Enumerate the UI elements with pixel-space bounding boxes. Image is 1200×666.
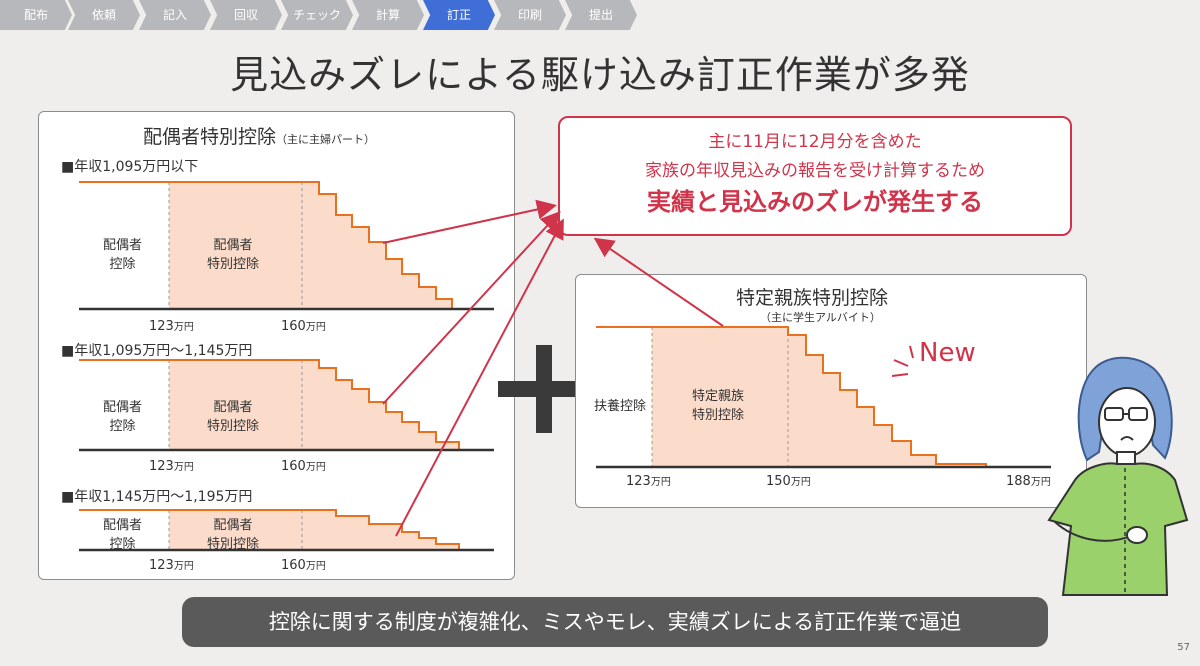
relative-label-b: 特定親族 特別控除 [692,385,744,423]
section1-tick2-unit: 万円 [305,322,326,333]
relative-stair-line [596,326,1034,468]
section2-label-a: 配偶者 控除 [103,396,142,434]
section2-tick2-unit: 万円 [305,462,326,473]
section3-tick-160: 160万円 [281,557,326,573]
section3-tick2-unit: 万円 [305,561,326,572]
section3-heading: ■年収1,145万円～1,195万円 [61,489,253,505]
section1-label-b-line2: 特別控除 [207,257,260,272]
step-insatsu[interactable]: 印刷 [494,0,566,30]
section3-label-a: 配偶者 控除 [103,514,142,552]
section2-heading: ■年収1,095万円～1,145万円 [61,343,253,359]
spouse-stair-charts [79,181,494,552]
section1-tick1-value: 123 [149,319,174,334]
section2-tick2-value: 160 [281,459,306,474]
relative-panel-title: 特定親族特別控除 [736,287,889,309]
spouse-panel-title: 配偶者特別控除（主に主婦パート） [143,122,375,149]
relative-tick2-value: 150 [766,474,791,489]
page-number: 57 [1177,642,1190,653]
relative-stair-chart [596,326,1051,469]
section3-label-b-line2: 特別控除 [207,537,260,552]
section1-stair-fill [302,182,452,309]
section1-tick1-unit: 万円 [173,322,194,333]
section2-label-b-line1: 配偶者 [213,400,253,415]
section3-tick1-value: 123 [149,558,174,573]
relative-tick1-value: 123 [626,474,651,489]
relative-tick1-unit: 万円 [650,477,671,488]
section2-tick1-value: 123 [149,459,174,474]
step-kaishu[interactable]: 回収 [210,0,282,30]
section2-tick-123: 123万円 [149,458,194,474]
section1-label-b-line1: 配偶者 [213,238,253,253]
process-steps: 配布 依頼 記入 回収 チェック 計算 訂正 印刷 提出 [0,0,640,30]
section3-tick1-unit: 万円 [173,561,194,572]
section3-chart [79,509,494,552]
relative-tick2-unit: 万円 [790,477,811,488]
section1-label-a: 配偶者 控除 [103,234,142,272]
section3-tick-123: 123万円 [149,557,194,573]
section1-tick2-value: 160 [281,319,306,334]
specific-relative-deduction-panel: 特定親族特別控除 （主に学生アルバイト） 扶養控除 特定親族 特別控除 123万… [575,274,1087,508]
emphasis-lines-icon [891,345,914,377]
relative-tick-188: 188万円 [1006,473,1051,489]
section2-label-a-line2: 控除 [109,419,136,434]
relative-panel-subtitle: （主に学生アルバイト） [760,311,881,324]
section2-label-b-line2: 特別控除 [207,419,260,434]
page-title: 見込みズレによる駆け込み訂正作業が多発 [230,53,970,97]
relative-tick3-unit: 万円 [1030,477,1051,488]
spouse-deduction-panel: 配偶者特別控除（主に主婦パート） [38,111,515,580]
step-haifu[interactable]: 配布 [0,0,72,30]
step-kinyu[interactable]: 記入 [139,0,211,30]
section2-chart [79,359,494,452]
step-keisan[interactable]: 計算 [352,0,424,30]
section2-label-b: 配偶者 特別控除 [207,396,259,434]
spouse-panel-title-note: （主に主婦パート） [276,133,376,146]
callout-line3: 実績と見込みのズレが発生する [647,188,983,216]
section2-tick1-unit: 万円 [173,462,194,473]
section1-label-a-line2: 控除 [109,257,136,272]
section1-special-fill [169,182,302,309]
relative-tick-123: 123万円 [626,473,671,489]
new-label: New [919,338,976,368]
section1-heading: ■年収1,095万円以下 [61,159,199,175]
confused-person-illustration [1047,356,1189,596]
relative-label-a: 扶養控除 [594,399,647,414]
callout-line1: 主に11月に12月分を含めた [708,132,922,152]
relative-tick3-value: 188 [1006,474,1031,489]
section3-label-a-line1: 配偶者 [103,518,143,533]
section3-label-a-line2: 控除 [109,537,136,552]
section3-label-b-line1: 配偶者 [213,518,253,533]
relative-label-b-line1: 特定親族 [692,389,745,404]
section2-label-a-line1: 配偶者 [103,400,143,415]
step-irai[interactable]: 依頼 [68,0,140,30]
callout-box: 主に11月に12月分を含めた 家族の年収見込みの報告を受け計算するため 実績と見… [558,116,1072,236]
section1-label-a-line1: 配偶者 [103,238,143,253]
section1-label-b: 配偶者 特別控除 [207,234,259,272]
section3-label-b: 配偶者 特別控除 [207,514,259,552]
section2-tick-160: 160万円 [281,458,326,474]
bottom-message-bar: 控除に関する制度が複雑化、ミスやモレ、実績ズレによる訂正作業で逼迫 [182,597,1048,647]
step-teishutsu[interactable]: 提出 [565,0,637,30]
callout-line2: 家族の年収見込みの報告を受け計算するため [645,161,985,181]
spouse-panel-title-text: 配偶者特別控除 [143,126,277,148]
section1-tick-123: 123万円 [149,318,194,334]
section3-tick2-value: 160 [281,558,306,573]
step-teisei[interactable]: 訂正 [423,0,495,30]
section1-tick-160: 160万円 [281,318,326,334]
relative-label-b-line2: 特別控除 [692,408,745,423]
step-check[interactable]: チェック [281,0,353,30]
relative-tick-150: 150万円 [766,473,811,489]
